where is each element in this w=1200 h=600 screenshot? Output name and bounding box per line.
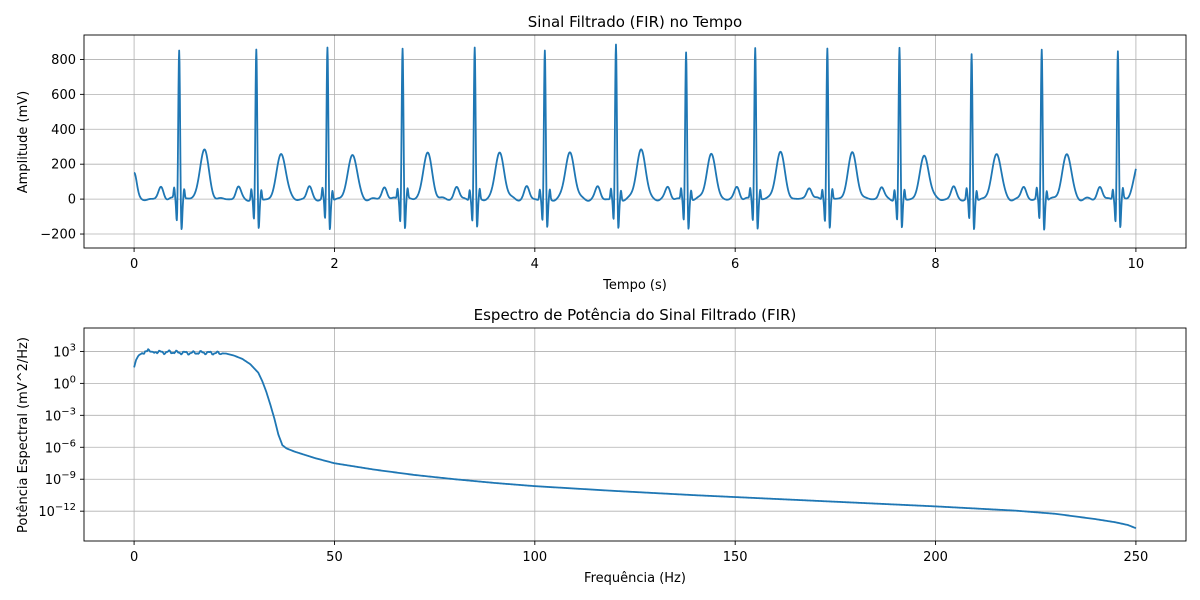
y-tick-label: 10−3 [45, 406, 76, 424]
time-chart: Sinal Filtrado (FIR) no Tempo 0 2 4 6 8 10 −20… [16, 13, 1187, 293]
y-tick-label: 10−9 [45, 470, 76, 488]
x-tick-label: 200 [923, 550, 948, 565]
x-tick-label: 6 [731, 257, 739, 272]
y-tick-label: 200 [51, 158, 76, 173]
x-tick-label: 150 [723, 550, 748, 565]
x-tick-label: 0 [130, 550, 138, 565]
x-tick-label: 250 [1123, 550, 1148, 565]
x-tick-label: 8 [931, 257, 939, 272]
y-tick-label: 600 [51, 88, 76, 103]
time-chart-ticks: 0 2 4 6 8 10 −200 0 200 400 600 800 [40, 53, 1144, 272]
spectrum-chart-ticks: 0 50 100 150 200 250 103 100 10−3 10−6 10−9 10−12 [38, 342, 1148, 565]
time-chart-xlabel: Tempo (s) [602, 278, 667, 293]
x-tick-label: 100 [522, 550, 547, 565]
y-tick-label: 103 [53, 342, 76, 360]
y-tick-label: −200 [40, 228, 76, 243]
x-tick-label: 50 [326, 550, 343, 565]
time-chart-ylabel: Amplitude (mV) [16, 91, 31, 193]
time-chart-grid [84, 35, 1186, 248]
y-tick-label: 0 [68, 193, 76, 208]
time-chart-frame [83, 34, 1187, 249]
spectrum-chart-grid [84, 328, 1186, 541]
x-tick-label: 0 [130, 257, 138, 272]
spectrum-chart-ylabel: Potência Espectral (mV^2/Hz) [16, 337, 31, 533]
y-tick-label: 800 [51, 53, 76, 68]
spectrum-line [133, 348, 1137, 530]
spectrum-chart-xlabel: Frequência (Hz) [584, 571, 686, 586]
x-tick-label: 10 [1128, 257, 1145, 272]
y-tick-label: 10−12 [38, 502, 76, 520]
time-signal-line [133, 43, 1137, 231]
time-chart-title: Sinal Filtrado (FIR) no Tempo [528, 13, 742, 31]
y-tick-label: 400 [51, 123, 76, 138]
x-tick-label: 4 [531, 257, 539, 272]
y-tick-label: 100 [53, 374, 76, 392]
y-tick-label: 10−6 [45, 438, 76, 456]
x-tick-label: 2 [330, 257, 338, 272]
spectrum-chart: Espectro de Potência do Sinal Filtrado (… [16, 306, 1187, 586]
spectrum-chart-frame [83, 327, 1187, 542]
spectrum-chart-title: Espectro de Potência do Sinal Filtrado (… [474, 306, 797, 324]
